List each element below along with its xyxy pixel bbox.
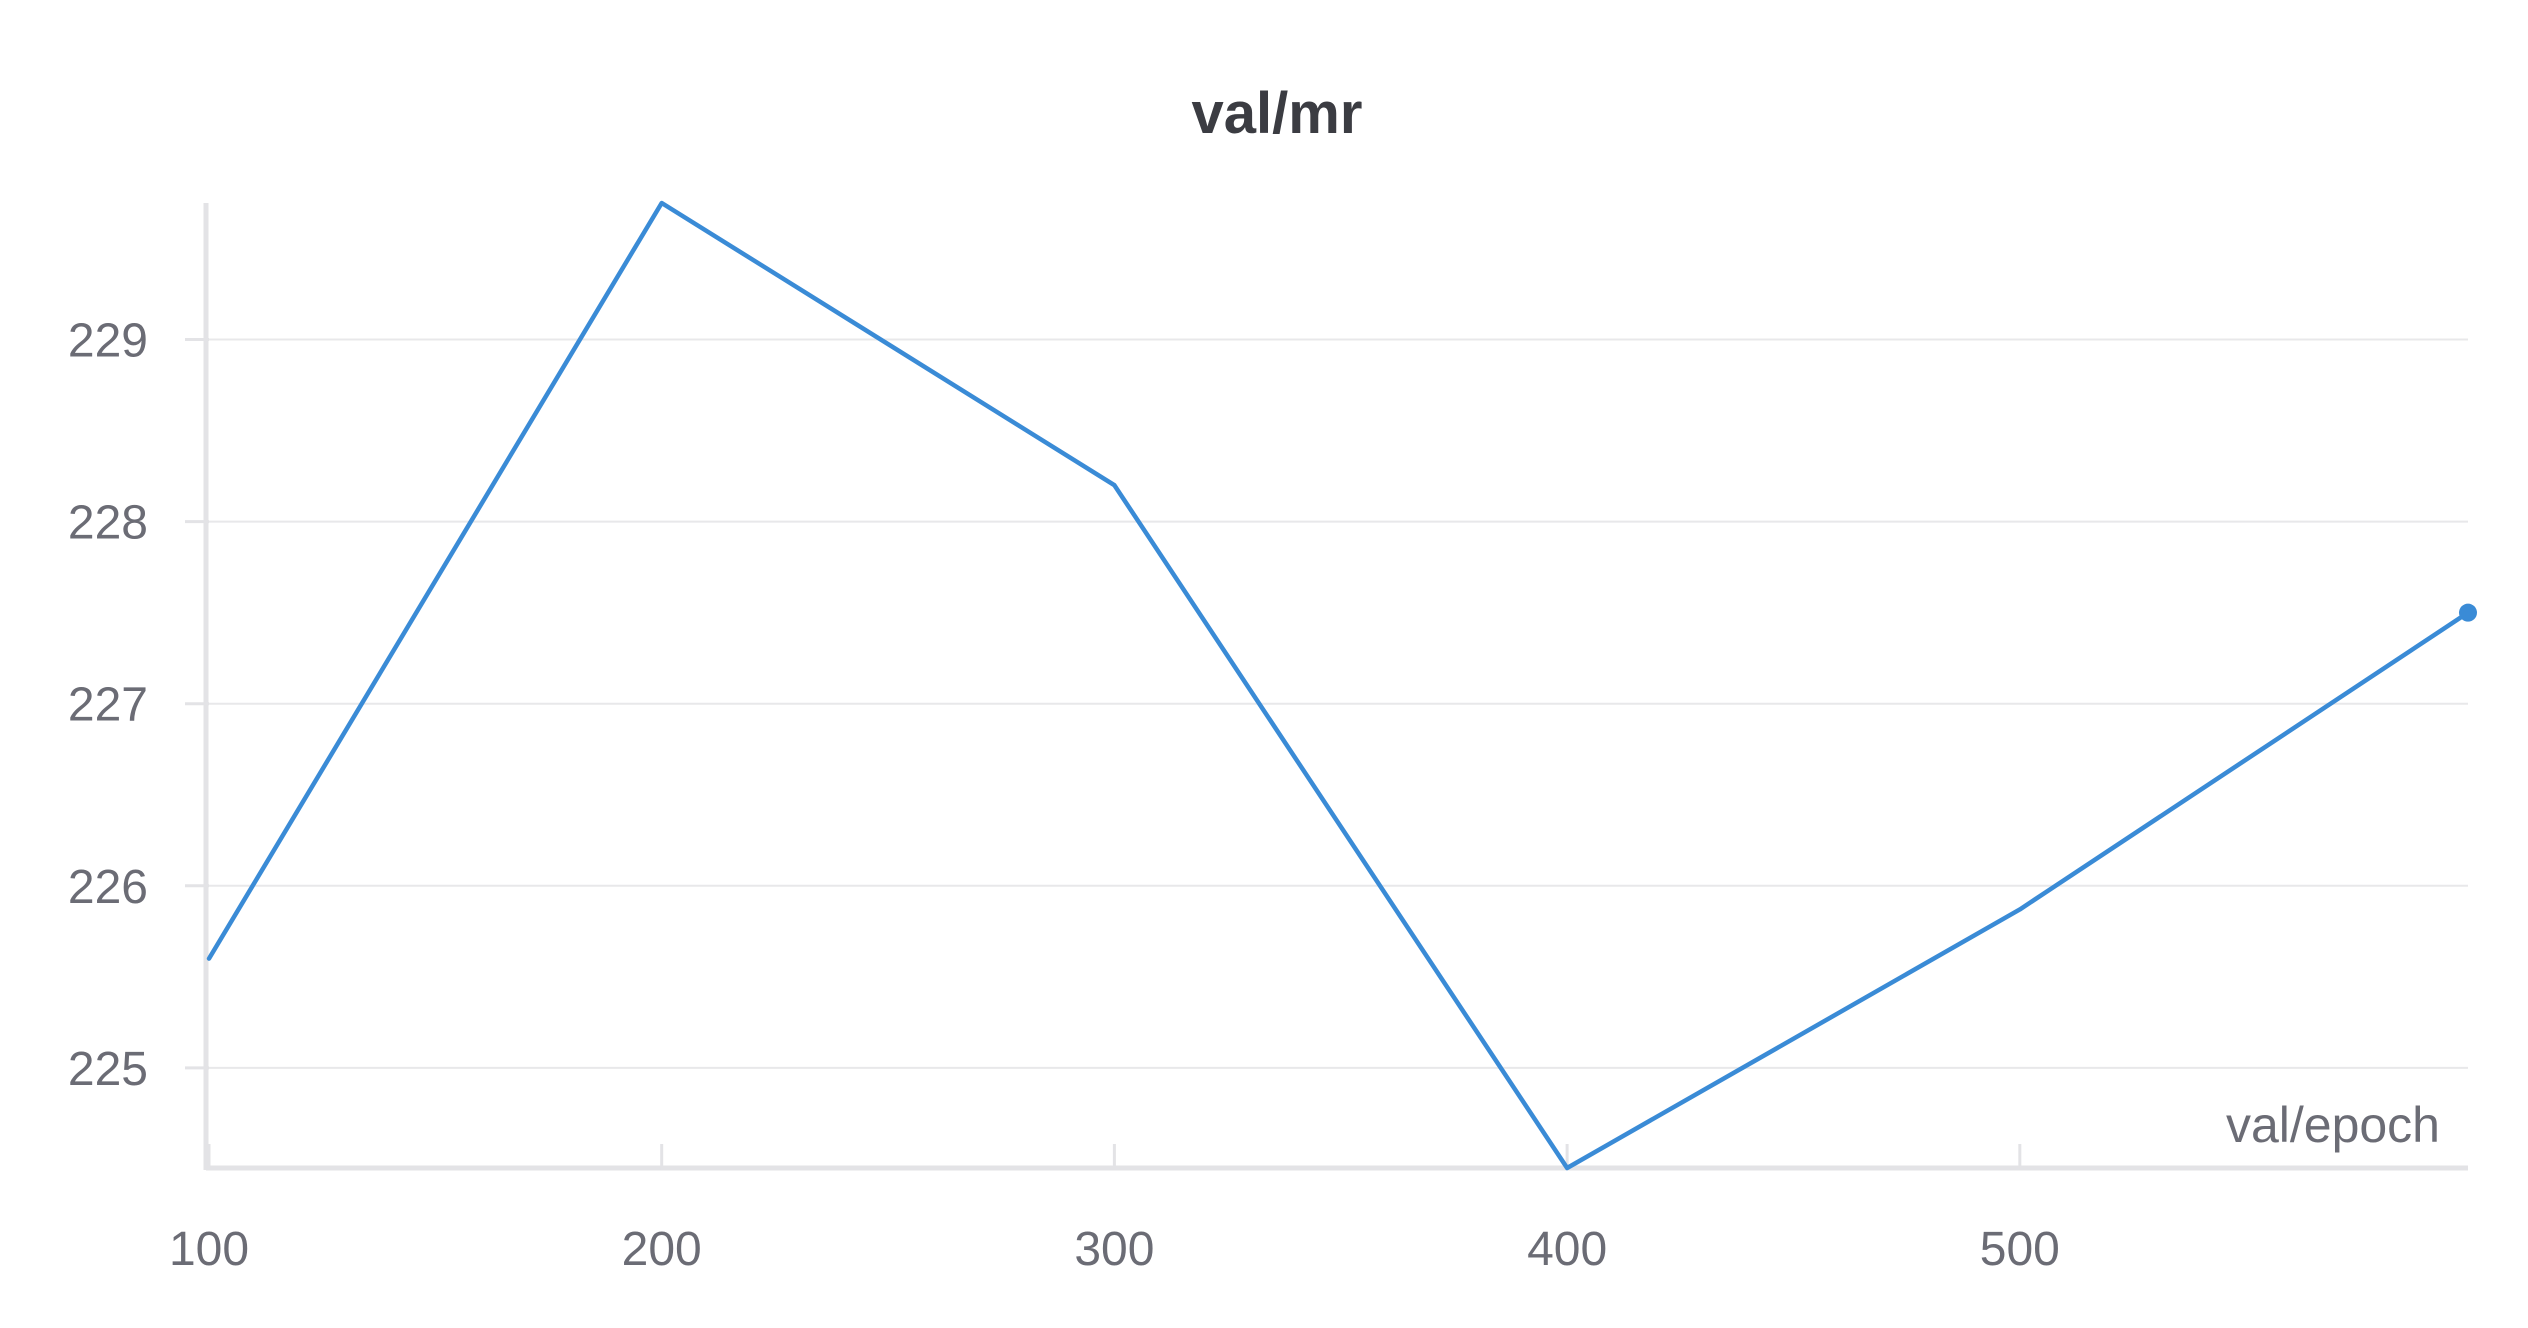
x-tick-label: 500 [1980,1223,2060,1276]
tick-labels: 225 226 227 228 229 100 200 300 400 500 [68,315,2060,1276]
series-lines [206,200,2477,1171]
axes [185,203,2468,1171]
series-line [206,200,2471,1171]
y-tick-label: 227 [68,679,148,732]
y-tick-label: 226 [68,861,148,914]
y-tick-label: 225 [68,1043,148,1096]
x-tick-label: 400 [1527,1223,1607,1276]
y-tick-label: 229 [68,315,148,368]
y-tick-label: 228 [68,497,148,550]
grid-lines [209,338,2468,1069]
chart-title: val/mr [1192,81,1363,146]
data-point [2459,603,2477,622]
x-axis-label: val/epoch [2226,1097,2440,1153]
x-tick-label: 100 [169,1223,249,1276]
x-tick-label: 200 [622,1223,702,1276]
x-tick-label: 300 [1074,1223,1154,1276]
